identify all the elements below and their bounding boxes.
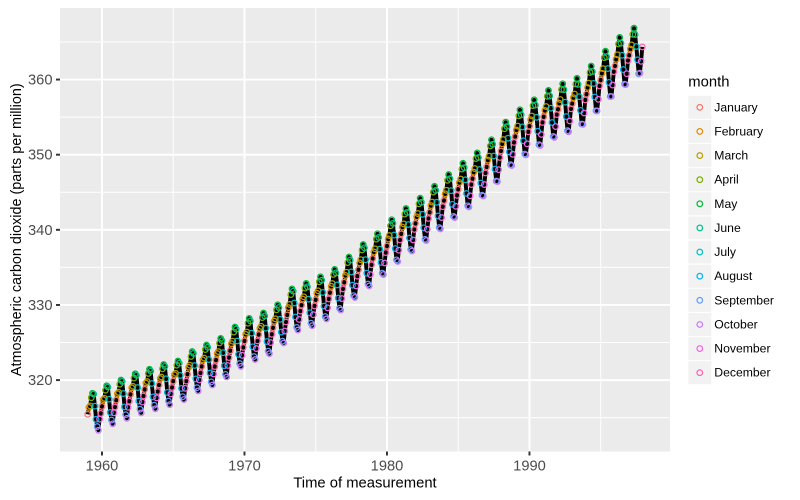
svg-text:320: 320 [28,373,53,389]
svg-text:350: 350 [28,148,53,164]
svg-text:360: 360 [28,73,53,89]
svg-text:December: December [714,366,770,380]
svg-text:April: April [714,173,738,187]
svg-text:October: October [714,318,757,332]
svg-text:1980: 1980 [371,459,404,475]
svg-text:August: August [714,269,753,283]
svg-text:Atmospheric carbon dioxide (pa: Atmospheric carbon dioxide (parts per mi… [9,83,25,376]
svg-text:February: February [714,124,764,138]
svg-text:January: January [714,100,758,114]
svg-text:November: November [714,342,770,356]
svg-text:1960: 1960 [86,459,119,475]
svg-text:1990: 1990 [513,459,546,475]
svg-text:1970: 1970 [228,459,261,475]
svg-text:May: May [714,197,738,211]
svg-text:July: July [714,245,737,259]
svg-text:month: month [688,74,729,90]
svg-text:September: September [714,293,774,307]
svg-text:March: March [714,149,748,163]
svg-text:Time of measurement: Time of measurement [293,476,436,492]
svg-text:340: 340 [28,223,53,239]
svg-text:June: June [714,221,741,235]
svg-text:330: 330 [28,298,53,314]
